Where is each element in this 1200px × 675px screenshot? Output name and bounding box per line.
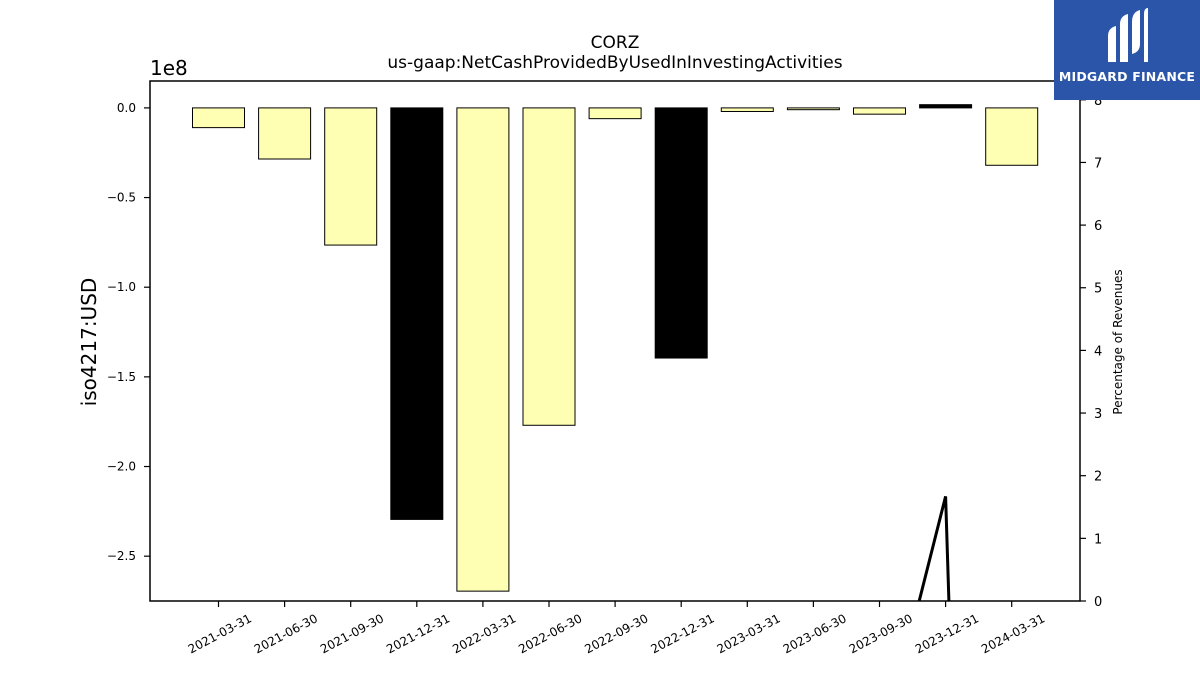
y-tick-label: 0.0 bbox=[117, 101, 136, 115]
bar-2021-12-31 bbox=[390, 107, 444, 520]
y2-tick-label: 1 bbox=[1094, 532, 1102, 547]
x-tick-label: 2023-03-31 bbox=[715, 611, 783, 656]
x-tick-label: 2022-06-30 bbox=[516, 611, 584, 656]
bar-2022-09-30 bbox=[588, 107, 642, 120]
y2-tick-label: 2 bbox=[1094, 470, 1102, 485]
x-tick-label: 2024-03-31 bbox=[979, 611, 1047, 656]
logo-mark-icon bbox=[1108, 8, 1148, 62]
logo-text: MIDGARD FINANCE bbox=[1058, 69, 1196, 84]
bar-2023-03-31 bbox=[720, 107, 774, 112]
x-tick-label: 2022-12-31 bbox=[648, 611, 716, 656]
x-tick-label: 2022-03-31 bbox=[450, 611, 518, 656]
y-tick-label: −1.5 bbox=[107, 370, 136, 384]
bar-2021-06-30 bbox=[258, 107, 312, 160]
x-tick-label: 2023-12-31 bbox=[913, 611, 981, 656]
y-tick-label: −2.5 bbox=[107, 549, 136, 563]
y2-axis-label: Percentage of Revenues bbox=[1111, 269, 1125, 414]
y-axis-label: iso4217:USD bbox=[77, 278, 101, 407]
y2-tick-label: 3 bbox=[1094, 407, 1102, 422]
x-tick-label: 2021-06-30 bbox=[252, 611, 320, 656]
bar-2022-12-31 bbox=[654, 107, 708, 359]
bar-2024-03-31 bbox=[985, 107, 1039, 166]
y2-tick-label: 0 bbox=[1094, 595, 1102, 610]
bar-2023-06-30 bbox=[786, 107, 840, 111]
x-tick-label: 2023-06-30 bbox=[781, 611, 849, 656]
bar-2021-09-30 bbox=[324, 107, 378, 246]
y2-tick-label: 7 bbox=[1094, 156, 1102, 171]
y-tick-label: −1.0 bbox=[107, 280, 136, 294]
x-tick-label: 2022-09-30 bbox=[582, 611, 650, 656]
y-offset-label: 1e8 bbox=[150, 56, 188, 80]
bar-2021-03-31 bbox=[192, 107, 245, 129]
x-tick-label: 2021-03-31 bbox=[186, 611, 254, 656]
chart-subtitle: us-gaap:NetCashProvidedByUsedInInvesting… bbox=[387, 53, 842, 73]
bar-2023-09-30 bbox=[853, 107, 906, 115]
x-tick-label: 2021-12-31 bbox=[384, 611, 452, 656]
bar-2023-12-31 bbox=[919, 104, 973, 109]
y2-tick-label: 4 bbox=[1094, 344, 1102, 359]
bar-2022-06-30 bbox=[522, 107, 576, 426]
midgard-finance-logo: MIDGARD FINANCE bbox=[1054, 0, 1200, 100]
y-tick-label: −2.0 bbox=[107, 460, 136, 474]
bar-2022-03-31 bbox=[456, 107, 510, 592]
chart-title: CORZ bbox=[591, 33, 640, 53]
x-tick-label: 2021-09-30 bbox=[318, 611, 386, 656]
y2-tick-label: 5 bbox=[1094, 282, 1102, 297]
series-line bbox=[917, 496, 951, 602]
y-tick-label: −0.5 bbox=[107, 191, 136, 205]
y2-tick-label: 8 bbox=[1094, 94, 1102, 109]
y2-tick-label: 6 bbox=[1094, 219, 1102, 234]
x-tick-label: 2023-09-30 bbox=[847, 611, 915, 656]
